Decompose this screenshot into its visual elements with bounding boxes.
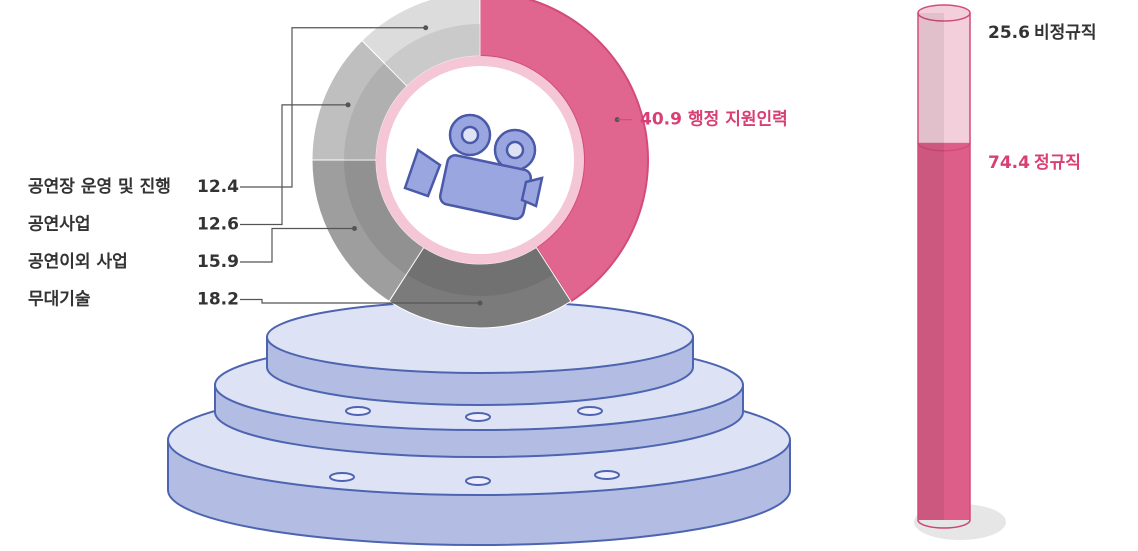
cylinder-shade: [918, 13, 944, 520]
category-label: 행정 지원인력: [688, 110, 788, 130]
category-label: 무대기술: [28, 290, 91, 310]
value-label: 12.4: [197, 177, 239, 197]
value-label: 15.9: [197, 252, 239, 272]
value-label: 18.2: [197, 290, 239, 310]
value-label: 12.6: [197, 215, 239, 235]
value-label: 25.6: [988, 23, 1030, 43]
value-label: 74.4: [988, 153, 1030, 173]
series-label: 정규직: [1034, 153, 1081, 173]
donut-center: [376, 56, 584, 264]
series-label: 비정규직: [1034, 23, 1097, 43]
stage: [168, 301, 790, 545]
category-label: 공연장 운영 및 진행: [28, 177, 171, 197]
infographic: 40.9 행정 지원인력 18.2 무대기술 15.9 공연이외 사업 12.6 공연사업 12…: [0, 0, 1138, 551]
category-label: 공연이외 사업: [28, 252, 128, 272]
value-label: 40.9: [640, 110, 682, 130]
category-label: 공연사업: [28, 215, 91, 235]
